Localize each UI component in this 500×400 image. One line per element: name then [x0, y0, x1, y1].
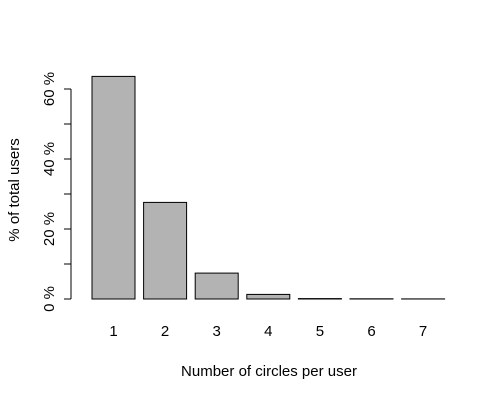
y-axis: 0 % 20 % 40 % 60 % — [41, 72, 72, 312]
x-tick-label-2: 2 — [161, 323, 169, 340]
y-tick-label-60: 60 % — [41, 72, 58, 106]
x-tick-label-6: 6 — [367, 323, 375, 340]
y-tick-label-0: 0 % — [41, 286, 58, 312]
bar-3 — [194, 272, 239, 300]
bar-1 — [91, 75, 136, 300]
y-tick-label-20: 20 % — [41, 212, 58, 246]
x-tick-label-3: 3 — [213, 323, 221, 340]
bar-2 — [143, 201, 188, 300]
y-axis-title: % of total users — [6, 138, 23, 241]
x-tick-label-4: 4 — [264, 323, 272, 340]
x-axis-title: Number of circles per user — [181, 363, 357, 380]
x-tick-label-5: 5 — [316, 323, 324, 340]
y-tick-label-40: 40 % — [41, 142, 58, 176]
bars-group — [91, 75, 446, 300]
x-tick-label-7: 7 — [419, 323, 427, 340]
x-tick-label-1: 1 — [109, 323, 117, 340]
x-tick-labels: 1 2 3 4 5 6 7 — [109, 323, 427, 340]
bar-4 — [246, 293, 291, 300]
